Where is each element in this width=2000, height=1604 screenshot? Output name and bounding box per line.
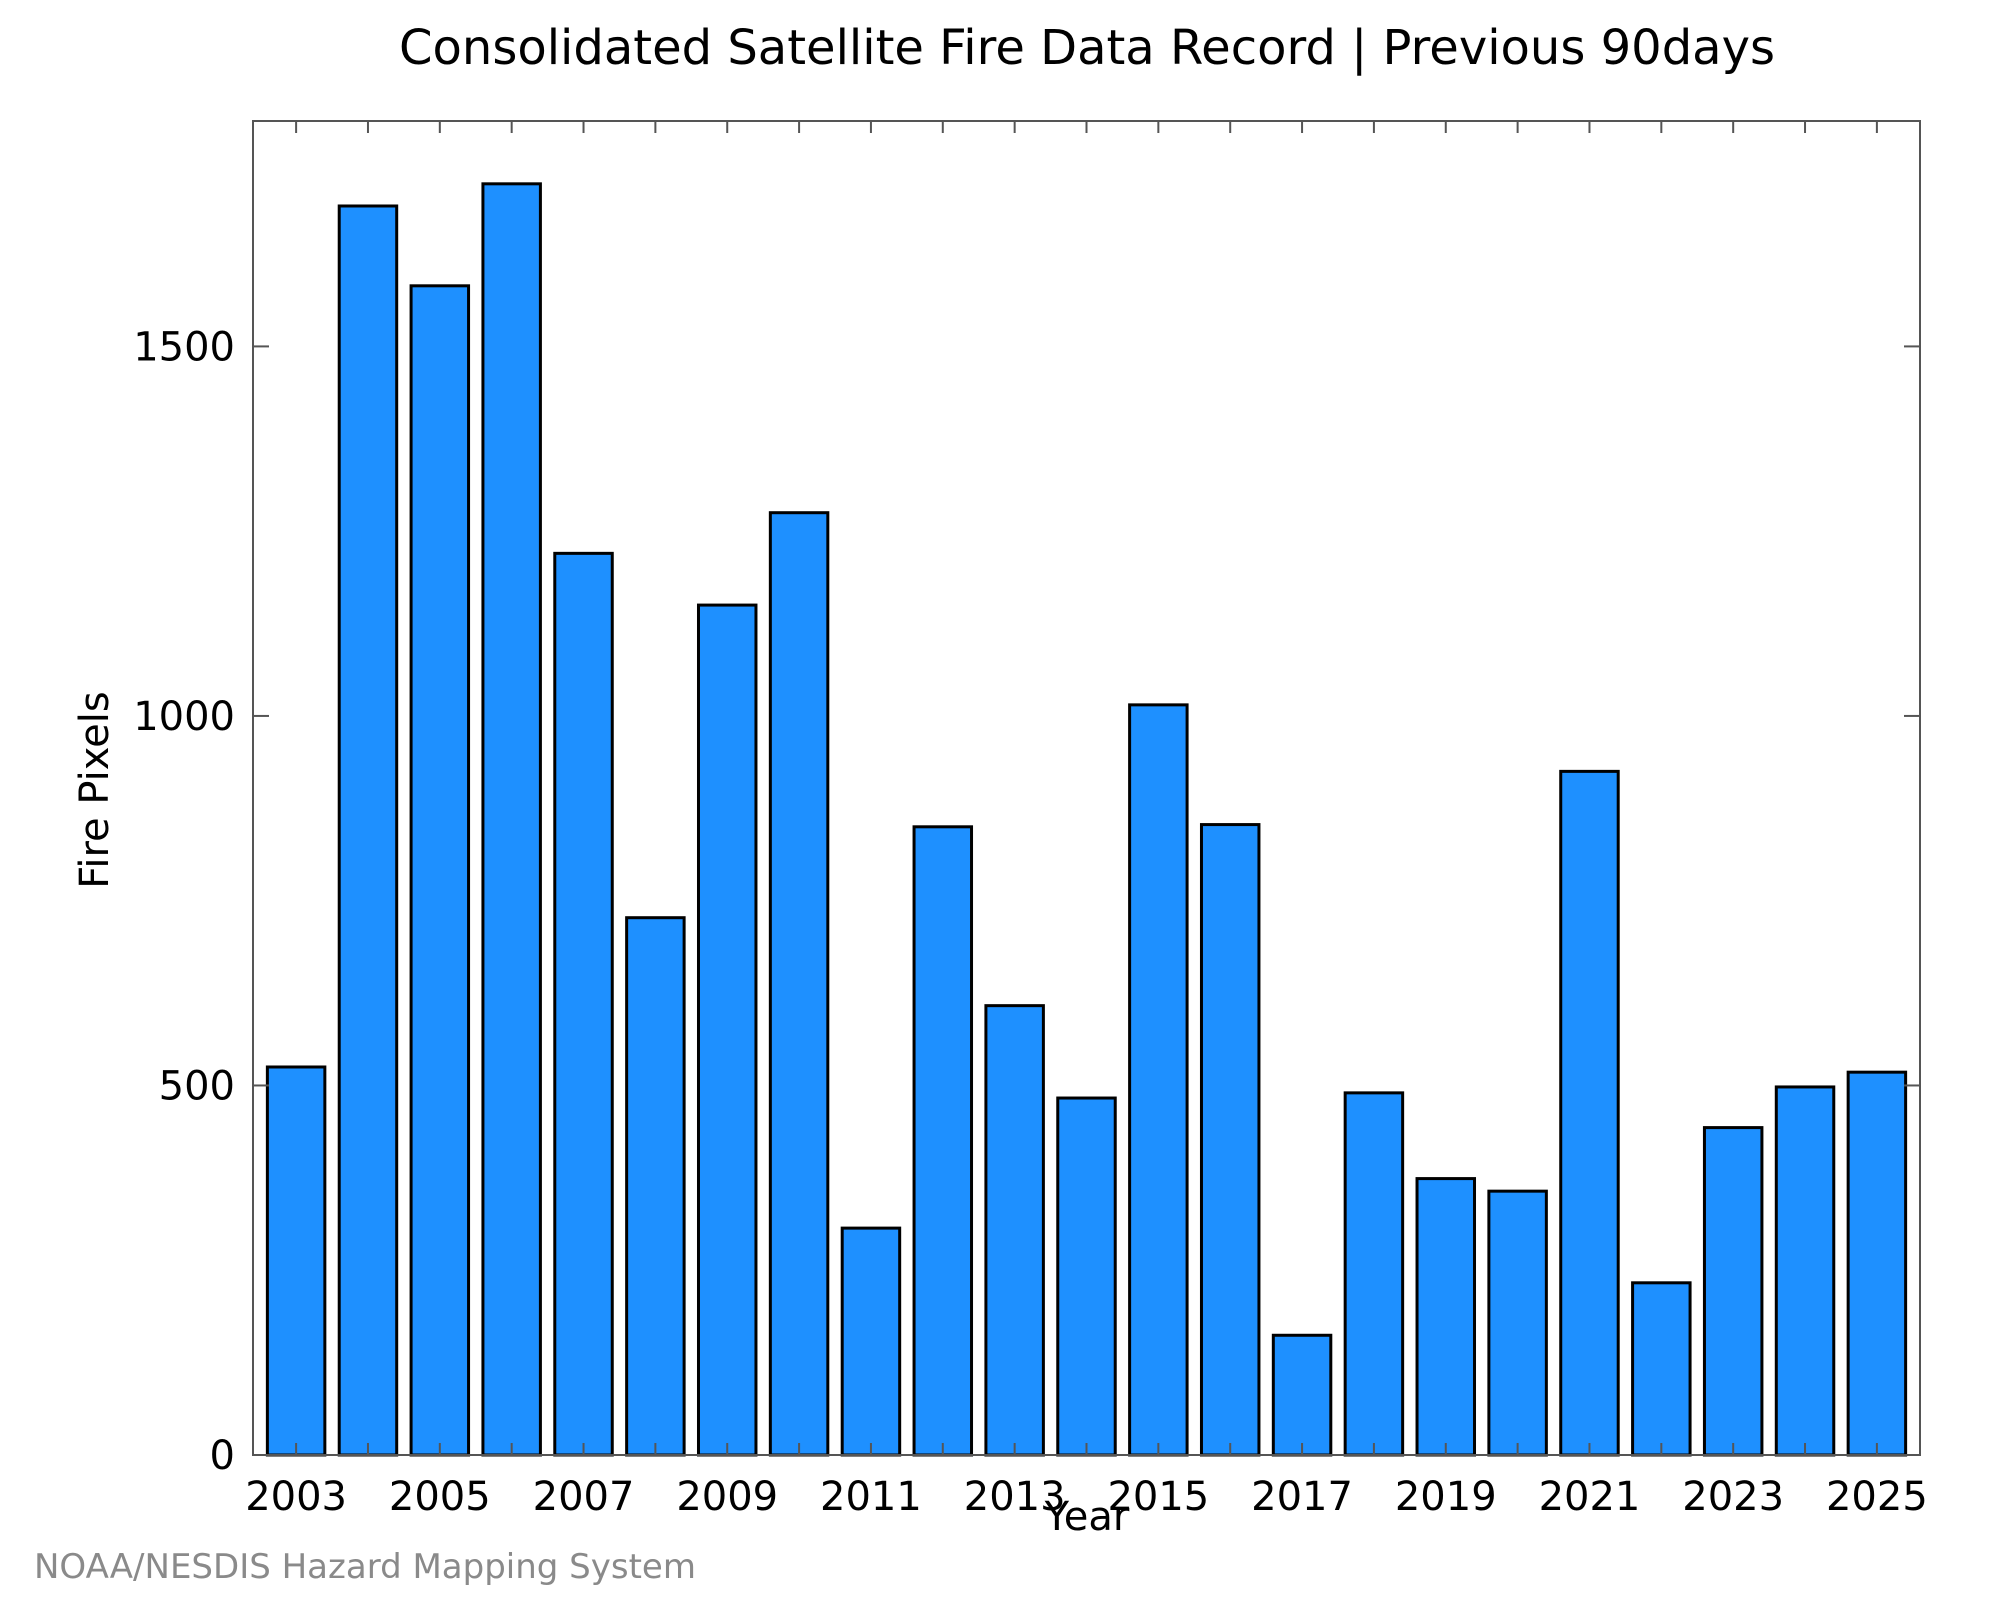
chart-title: Consolidated Satellite Fire Data Record … xyxy=(399,20,1775,76)
x-tick-label-2003: 2003 xyxy=(245,1474,347,1520)
bar-2018 xyxy=(1343,1091,1405,1457)
bar-2011 xyxy=(840,1226,902,1457)
bar-2010 xyxy=(768,511,830,1457)
bar-2020 xyxy=(1487,1189,1548,1457)
bar-2016 xyxy=(1199,823,1261,1457)
y-axis-label: Fire Pixels xyxy=(72,691,118,888)
bar-2024 xyxy=(1774,1085,1836,1457)
y-tick-label-500: 500 xyxy=(159,1063,235,1109)
bar-2009 xyxy=(696,603,758,1457)
bar-2017 xyxy=(1271,1333,1333,1457)
bar-2014 xyxy=(1056,1096,1117,1457)
bar-2013 xyxy=(984,1004,1045,1457)
bar-2006 xyxy=(481,182,542,1457)
x-tick-label-2011: 2011 xyxy=(820,1474,922,1520)
x-tick-label-2025: 2025 xyxy=(1826,1474,1928,1520)
credit-text: NOAA/NESDIS Hazard Mapping System xyxy=(34,1547,696,1587)
bar-2019 xyxy=(1415,1177,1477,1457)
plot-area: 2003 2005 2007 2009 2011 2013 2015 2017 2019 2021… xyxy=(133,120,1928,1520)
x-tick-label-2021: 2021 xyxy=(1539,1474,1641,1520)
bar-2023 xyxy=(1702,1126,1764,1457)
bar-2003 xyxy=(265,1065,327,1457)
bar-2008 xyxy=(625,916,686,1457)
bar-2021 xyxy=(1559,769,1620,1457)
y-tick-label-1000: 1000 xyxy=(133,694,235,740)
x-tick-label-2015: 2015 xyxy=(1107,1474,1209,1520)
bar-2022 xyxy=(1631,1281,1692,1457)
x-tick-label-2019: 2019 xyxy=(1395,1474,1497,1520)
x-tick-label-2017: 2017 xyxy=(1251,1474,1353,1520)
bar-2005 xyxy=(409,284,471,1457)
x-axis-label: Year xyxy=(1044,1494,1130,1540)
x-tick-label-2005: 2005 xyxy=(389,1474,491,1520)
x-tick-label-2013: 2013 xyxy=(964,1474,1066,1520)
x-tick-label-2007: 2007 xyxy=(533,1474,635,1520)
x-tick-label-2023: 2023 xyxy=(1682,1474,1784,1520)
bar-2015 xyxy=(1128,703,1189,1457)
bar-2012 xyxy=(912,825,974,1457)
bar-2004 xyxy=(337,204,399,1457)
y-tick-label-1500: 1500 xyxy=(133,324,235,370)
x-tick-label-2009: 2009 xyxy=(676,1474,778,1520)
bar-2025 xyxy=(1846,1070,1908,1457)
bar-2007 xyxy=(553,551,614,1457)
y-tick-label-0: 0 xyxy=(210,1433,235,1479)
